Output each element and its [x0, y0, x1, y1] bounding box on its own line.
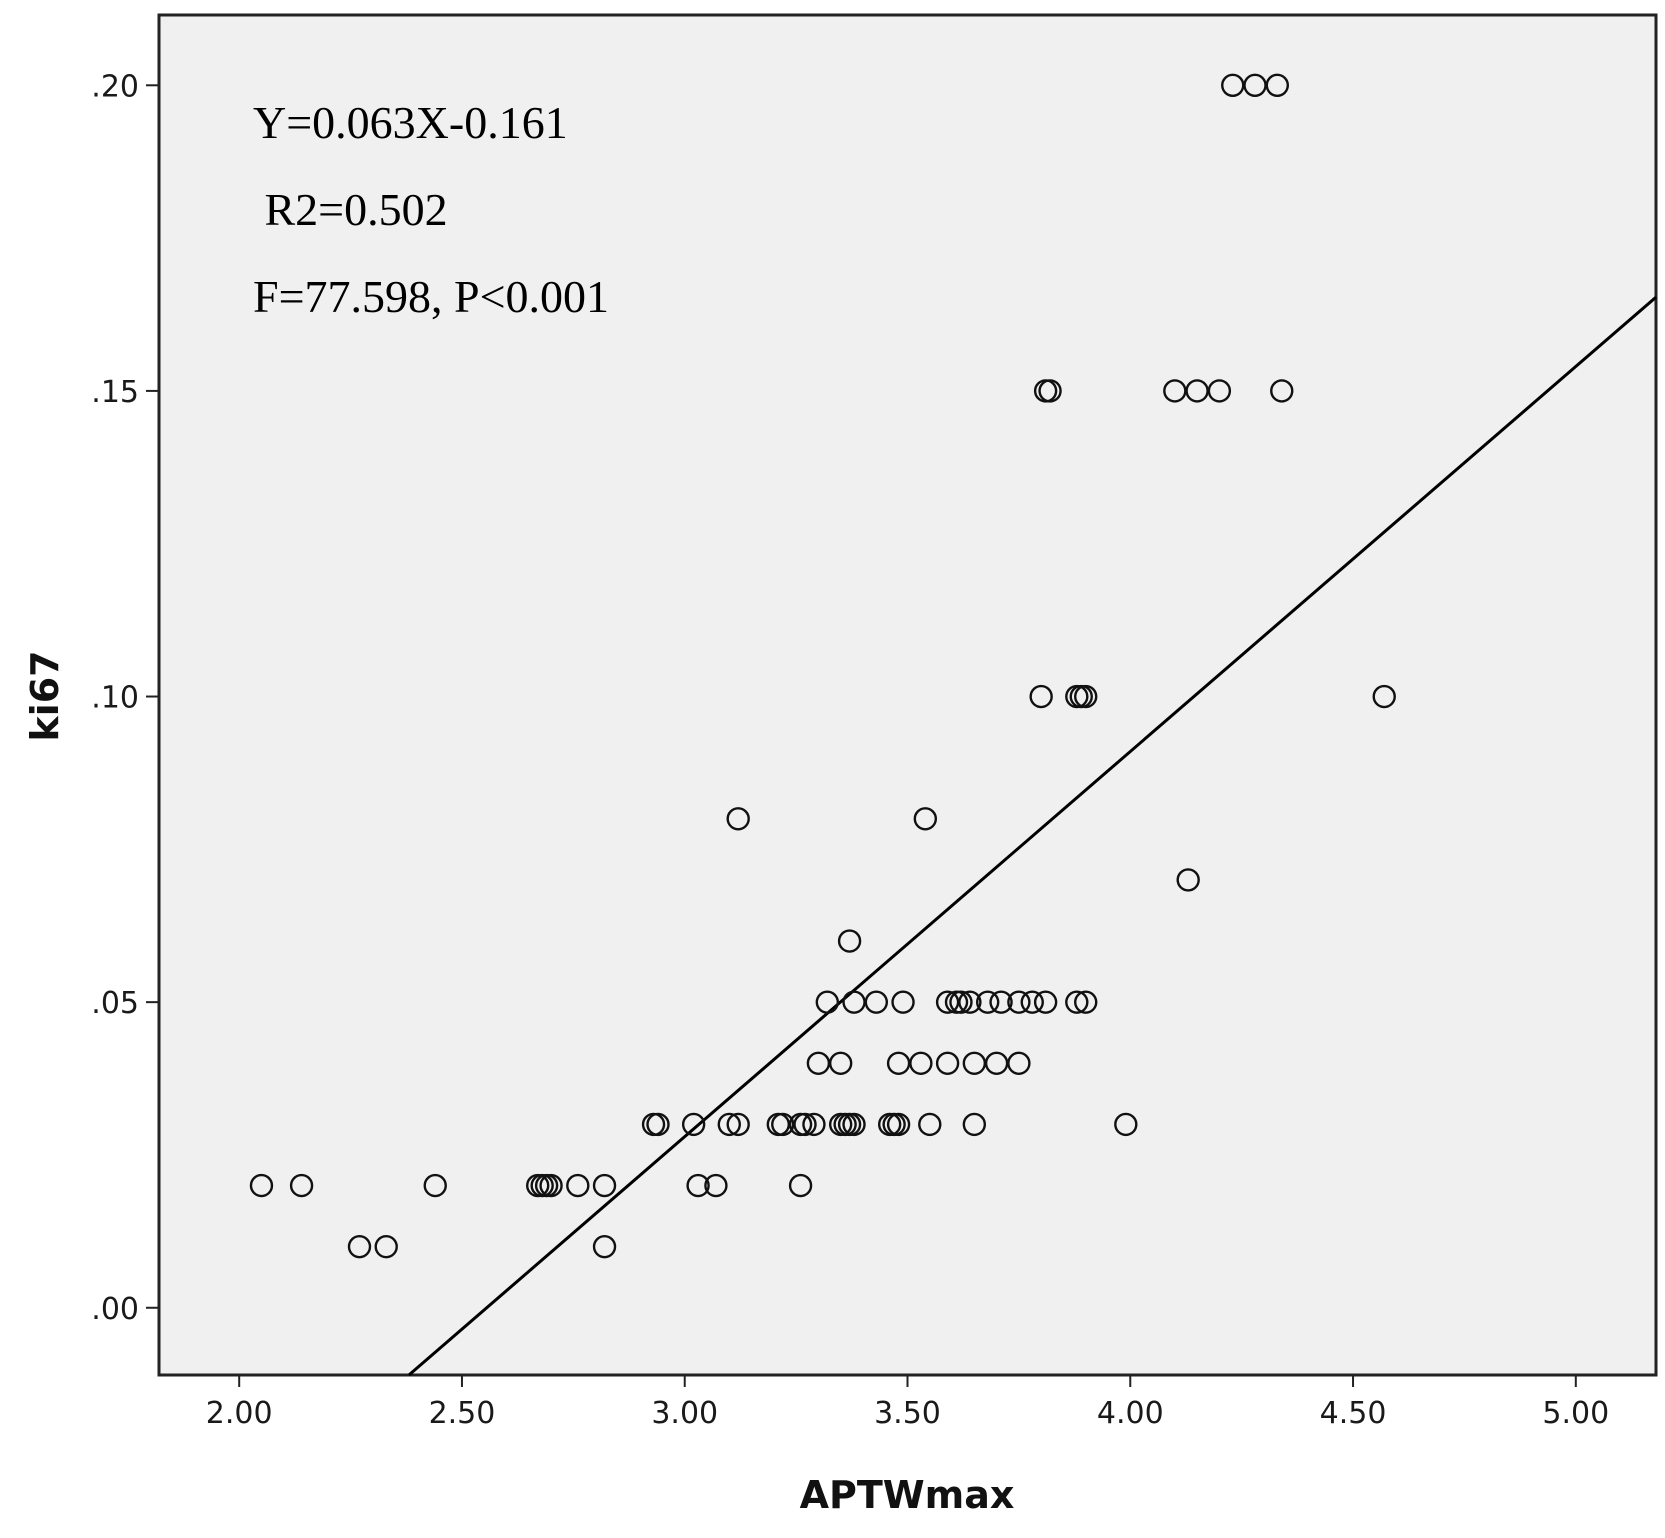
- data-point: [989, 990, 1013, 1014]
- data-point: [806, 1051, 831, 1075]
- fit-line: [407, 296, 1657, 1377]
- x-axis: 2.00 2.50 3.00 3.50 4.00 4.50 5.00: [206, 1375, 1609, 1431]
- data-point: [1074, 684, 1098, 709]
- regression-line: [407, 296, 1657, 1377]
- x-axis-title: APTWmax: [800, 1473, 1015, 1517]
- y-tick-label: .05: [91, 986, 139, 1021]
- data-point: [828, 1051, 853, 1075]
- data-point: [1176, 868, 1200, 892]
- data-point: [1372, 684, 1396, 709]
- data-point: [918, 1112, 942, 1137]
- data-point: [686, 1173, 710, 1198]
- y-tick-label: .15: [91, 375, 139, 410]
- data-point: [717, 1112, 741, 1137]
- data-point: [646, 1112, 670, 1137]
- data-point: [1074, 990, 1098, 1014]
- data-point: [913, 807, 938, 831]
- data-point: [1020, 990, 1044, 1014]
- data-point: [592, 1234, 617, 1259]
- annotation-r-squared: R2=0.502: [253, 184, 448, 235]
- x-tick-label: 5.00: [1542, 1396, 1609, 1431]
- data-point: [788, 1173, 813, 1198]
- data-point: [837, 929, 862, 953]
- data-point: [1065, 990, 1089, 1014]
- data-point: [935, 1051, 960, 1075]
- plot-area: [157, 13, 1658, 1377]
- data-point: [1033, 990, 1058, 1014]
- data-point: [771, 1112, 795, 1137]
- data-point: [793, 1112, 817, 1137]
- y-tick-label: .20: [91, 69, 139, 104]
- x-tick-label: 4.00: [1097, 1396, 1164, 1431]
- x-tick-label: 2.50: [429, 1396, 496, 1431]
- data-point: [566, 1173, 590, 1198]
- data-point: [1221, 73, 1245, 97]
- data-point: [909, 1051, 933, 1075]
- data-point: [1265, 73, 1289, 97]
- data-point: [347, 1234, 372, 1259]
- data-point: [726, 1112, 750, 1137]
- y-axis: .00 .05 .10 .15 .20: [91, 69, 159, 1327]
- data-point: [949, 990, 973, 1014]
- data-point: [726, 807, 750, 831]
- data-point: [864, 990, 889, 1014]
- data-points: [249, 73, 1396, 1259]
- data-point: [681, 1112, 706, 1137]
- data-point: [423, 1173, 447, 1198]
- x-tick-label: 3.50: [874, 1396, 941, 1431]
- data-point: [1163, 379, 1187, 403]
- y-tick-label: .00: [91, 1292, 139, 1327]
- data-point: [1243, 73, 1267, 97]
- data-point: [984, 1051, 1009, 1075]
- y-axis-title: ki67: [23, 650, 67, 741]
- data-point: [1270, 379, 1294, 403]
- data-point: [1007, 990, 1031, 1014]
- data-point: [975, 990, 1000, 1014]
- data-point: [842, 990, 866, 1014]
- data-point: [815, 990, 840, 1014]
- data-point: [374, 1234, 398, 1259]
- data-point: [802, 1112, 826, 1137]
- data-point: [1207, 379, 1232, 403]
- data-point: [935, 990, 960, 1014]
- annotation-equation: Y=0.063X-0.161: [253, 97, 568, 148]
- data-point: [1007, 1051, 1031, 1075]
- data-point: [1114, 1112, 1138, 1137]
- data-point: [1038, 379, 1062, 403]
- data-point: [592, 1173, 617, 1198]
- data-point: [842, 1112, 866, 1137]
- data-point: [289, 1173, 314, 1198]
- data-point: [704, 1173, 728, 1198]
- data-point: [958, 990, 982, 1014]
- data-point: [1185, 379, 1209, 403]
- data-point: [962, 1112, 987, 1137]
- data-point: [962, 1051, 987, 1075]
- data-point: [886, 1112, 911, 1137]
- data-point: [886, 1051, 911, 1075]
- x-tick-label: 2.00: [206, 1396, 273, 1431]
- data-point: [539, 1173, 563, 1198]
- data-point: [1029, 684, 1053, 709]
- data-point: [891, 990, 915, 1014]
- annotation-f-p: F=77.598, P<0.001: [253, 271, 609, 322]
- y-tick-label: .10: [91, 681, 139, 716]
- x-tick-label: 4.50: [1320, 1396, 1387, 1431]
- x-tick-label: 3.00: [651, 1396, 718, 1431]
- data-point: [249, 1173, 274, 1198]
